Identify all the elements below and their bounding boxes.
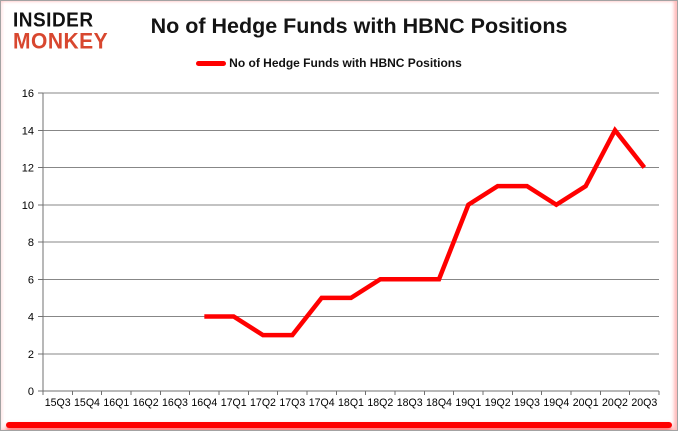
x-axis-label: 16Q2 [133, 397, 159, 409]
y-axis-label: 2 [28, 349, 34, 361]
y-axis-label: 0 [28, 386, 34, 398]
x-axis-label: 17Q2 [250, 397, 276, 409]
x-axis-label: 16Q3 [162, 397, 188, 409]
x-axis-label: 17Q4 [309, 397, 335, 409]
x-axis-label: 19Q3 [514, 397, 540, 409]
y-axis-label: 14 [22, 125, 34, 137]
y-axis-label: 16 [22, 88, 34, 100]
x-axis-label: 16Q1 [103, 397, 129, 409]
x-axis-label: 18Q1 [338, 397, 364, 409]
logo-insider-text: INSIDER [13, 9, 94, 32]
y-axis-label: 12 [22, 163, 34, 175]
x-axis-label: 16Q4 [191, 397, 217, 409]
x-axis-label: 18Q4 [426, 397, 452, 409]
x-axis-label: 18Q2 [367, 397, 393, 409]
x-axis-label: 19Q2 [485, 397, 511, 409]
insider-monkey-logo: INSIDER MONKEY [13, 9, 109, 54]
chart-title: No of Hedge Funds with HBNC Positions [150, 14, 568, 38]
legend-line-swatch [196, 60, 227, 66]
x-axis-label: 17Q3 [279, 397, 305, 409]
legend-label: No of Hedge Funds with HBNC Positions [229, 56, 462, 70]
x-axis-label: 20Q3 [631, 397, 657, 409]
x-axis-label: 19Q4 [543, 397, 569, 409]
x-axis-label: 15Q4 [74, 397, 100, 409]
x-axis-label: 20Q2 [602, 397, 628, 409]
x-axis-label: 19Q1 [455, 397, 481, 409]
frame-bottom-accent [6, 422, 672, 428]
y-axis-label: 4 [28, 312, 34, 324]
legend: No of Hedge Funds with HBNC Positions [1, 56, 657, 70]
y-axis-label: 8 [28, 237, 34, 249]
x-axis-label: 20Q1 [573, 397, 599, 409]
x-axis-label: 17Q1 [221, 397, 247, 409]
series-line [204, 126, 647, 338]
x-axis-label: 18Q3 [397, 397, 423, 409]
logo-monkey-text: MONKEY [13, 29, 109, 54]
x-axis-label: 15Q3 [45, 397, 71, 409]
y-axis-label: 10 [22, 200, 34, 212]
y-axis-label: 6 [28, 274, 34, 286]
